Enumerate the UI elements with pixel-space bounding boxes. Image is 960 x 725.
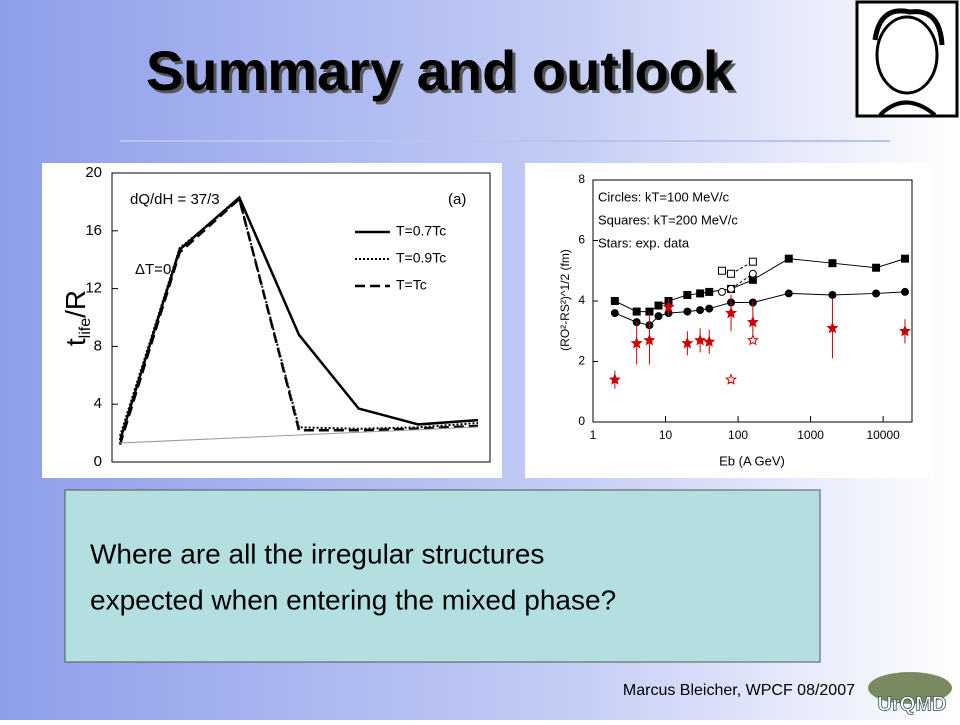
y-tick-label: 16 [85, 222, 102, 239]
marker [645, 307, 654, 316]
marker [748, 257, 757, 266]
x-tick-label: 1000 [797, 428, 824, 442]
marker [828, 259, 837, 268]
marker [632, 307, 641, 316]
series-line [119, 197, 479, 437]
footer: Marcus Bleicher, WPCF 08/2007 [623, 682, 855, 699]
marker [630, 337, 643, 349]
series-line [118, 195, 479, 441]
title: Summary and outlook [146, 39, 735, 102]
marker [725, 373, 738, 385]
marker [784, 289, 793, 298]
annotation: dQ/dH = 37/3 [130, 191, 220, 208]
marker [898, 324, 911, 337]
marker [784, 254, 793, 263]
legend-label: T=Tc [396, 277, 427, 293]
plot-frame [111, 172, 491, 463]
marker [727, 269, 736, 278]
legend-text: Stars: exp. data [598, 235, 690, 250]
y-axis-label-part: life [77, 318, 94, 339]
y-tick-label: 12 [85, 280, 102, 297]
marker [683, 290, 692, 299]
marker [610, 309, 619, 318]
logo-text: UrQMD [878, 693, 947, 715]
annotation: ΔT=0 [135, 261, 171, 278]
y-axis-label: tlife/R [60, 290, 94, 346]
legend-text: Squares: kT=200 MeV/c [598, 212, 738, 227]
marker [696, 306, 705, 315]
y-tick-label: 0 [94, 453, 102, 470]
marker [727, 284, 736, 293]
series-line [118, 196, 479, 446]
baseline [119, 426, 479, 444]
series-line [721, 261, 754, 275]
portrait [855, 0, 959, 118]
question-line: Where are all the irregular structures [90, 538, 544, 569]
marker [608, 373, 621, 385]
marker [662, 300, 675, 313]
marker [826, 321, 839, 334]
marker [610, 297, 619, 305]
x-tick-label: 10 [659, 428, 673, 442]
marker [681, 337, 694, 349]
y-tick-label: 0 [578, 414, 585, 428]
y-axis-label-part: t [60, 338, 91, 346]
y-tick-label: 4 [94, 395, 102, 412]
marker [643, 334, 656, 346]
annotation: (a) [448, 191, 466, 208]
legend-text: Circles: kT=100 MeV/c [598, 189, 730, 204]
marker [828, 290, 837, 299]
y-tick-label: 6 [578, 233, 585, 247]
x-tick-label: 1 [590, 428, 597, 442]
y-tick-label: 8 [94, 337, 102, 354]
y-tick-label: 2 [578, 354, 585, 368]
marker [683, 307, 692, 316]
title-shadow: Summary and outlook [149, 42, 738, 105]
marker [872, 289, 881, 298]
legend-label: T=0.7Tc [396, 223, 446, 239]
question-line: expected when entering the mixed phase? [90, 584, 616, 615]
marker [654, 312, 663, 321]
logo: UrQMD [868, 672, 952, 716]
x-tick-label: 10000 [866, 428, 900, 442]
question-box [64, 489, 821, 663]
x-tick-label: 100 [728, 428, 748, 442]
marker [746, 315, 759, 328]
marker [694, 334, 707, 346]
marker [717, 287, 726, 296]
legend-label: T=0.9Tc [396, 250, 446, 266]
marker [717, 266, 726, 275]
y-tick-label: 4 [578, 293, 585, 307]
marker [654, 301, 663, 310]
x-axis-label: Eb (A GeV) [719, 453, 785, 468]
marker [748, 269, 757, 278]
marker [900, 287, 909, 296]
y-axis-label: (RO²-RS²)^1/2 (fm) [558, 249, 572, 351]
y-tick-label: 8 [578, 172, 585, 186]
y-tick-label: 20 [85, 164, 102, 181]
marker [872, 263, 881, 272]
marker [705, 287, 714, 296]
y-axis-label-part: /R [60, 290, 91, 318]
marker [746, 334, 759, 346]
marker [900, 254, 909, 263]
series-line [721, 273, 754, 293]
marker [705, 304, 714, 313]
marker [703, 335, 716, 347]
marker [696, 289, 705, 298]
marker [725, 306, 738, 319]
